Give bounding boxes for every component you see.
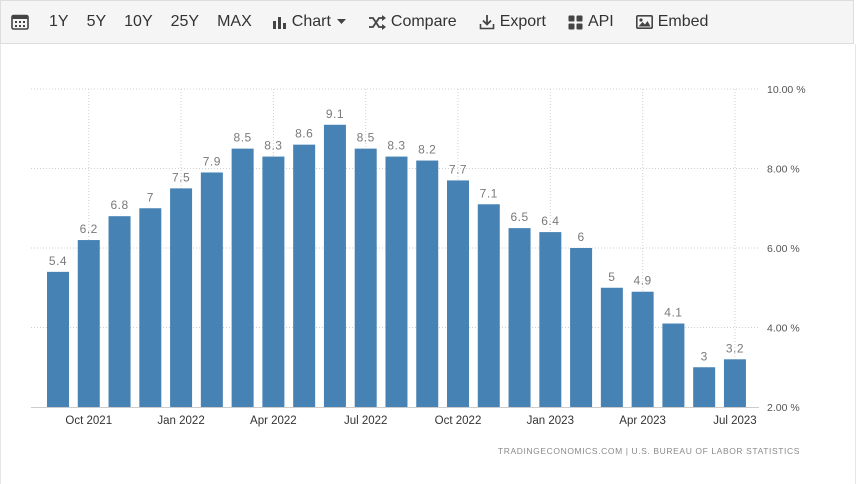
image-icon: [636, 15, 653, 29]
bar: [139, 208, 161, 407]
data-label: 6: [577, 230, 584, 244]
embed-button[interactable]: Embed: [636, 0, 709, 44]
api-button[interactable]: API: [568, 0, 614, 44]
data-label: 9.1: [326, 107, 344, 121]
y-tick-label: 2.00 %: [767, 402, 800, 414]
y-tick-label: 10.00 %: [767, 84, 806, 96]
range-10y-button[interactable]: 10Y: [124, 0, 152, 44]
bar-chart: 5.4 6.2 6.8 7 7.5 7.9 8.5 8.3 8.6 9.1 8.5 8.3 8.2 7.7…: [1, 44, 856, 484]
bar: [447, 180, 469, 407]
data-label: 3.2: [726, 341, 744, 355]
data-label: 6.4: [541, 214, 559, 228]
bar: [262, 157, 284, 407]
y-tick-label: 6.00 %: [767, 243, 800, 255]
data-label: 5: [608, 270, 615, 284]
bar: [693, 367, 715, 407]
data-label: 8.6: [295, 127, 313, 141]
bar: [324, 125, 346, 407]
bar: [47, 272, 69, 407]
bar: [509, 228, 531, 407]
bar: [539, 232, 561, 407]
bar: [662, 324, 684, 407]
data-label: 5.4: [49, 254, 67, 268]
data-label: 4.9: [634, 274, 652, 288]
api-label: API: [588, 13, 614, 31]
data-label: 8.5: [234, 131, 252, 145]
x-tick-label: Jul 2023: [713, 415, 756, 427]
bar: [385, 157, 407, 407]
data-label: 8.3: [387, 139, 405, 153]
x-tick-label: Jan 2023: [527, 415, 574, 427]
compare-button[interactable]: Compare: [368, 0, 457, 44]
x-tick-label: Oct 2022: [435, 415, 482, 427]
bar: [355, 149, 377, 407]
data-label: 7.5: [172, 170, 190, 184]
data-label: 4.1: [664, 306, 682, 320]
bar: [601, 288, 623, 407]
data-label: 6.2: [80, 222, 98, 236]
calendar-icon[interactable]: [11, 0, 31, 44]
bar: [724, 359, 746, 407]
x-tick-label: Apr 2022: [250, 415, 297, 427]
embed-label: Embed: [658, 13, 709, 31]
chart-type-label: Chart: [292, 13, 331, 31]
chart-type-button[interactable]: Chart: [272, 0, 346, 44]
data-label: 6.5: [510, 210, 528, 224]
shuffle-icon: [368, 15, 386, 30]
bar-chart-icon: [272, 15, 287, 30]
caret-down-icon: [337, 19, 346, 25]
y-axis-ticks: 2.00 % 4.00 % 6.00 % 8.00 % 10.00 %: [767, 84, 806, 414]
download-icon: [479, 14, 495, 30]
range-25y-button[interactable]: 25Y: [171, 0, 199, 44]
data-label: 7.7: [449, 162, 467, 176]
bar: [632, 292, 654, 407]
data-label: 7: [147, 190, 154, 204]
y-tick-label: 8.00 %: [767, 164, 800, 176]
data-label: 7.1: [480, 186, 498, 200]
data-label: 8.3: [264, 139, 282, 153]
compare-label: Compare: [391, 13, 457, 31]
bar: [478, 204, 500, 407]
chart-area: 5.4 6.2 6.8 7 7.5 7.9 8.5 8.3 8.6 9.1 8.5 8.3 8.2 7.7…: [0, 44, 856, 484]
bar: [293, 145, 315, 407]
bar: [201, 172, 223, 407]
bars: [47, 125, 746, 407]
grid-icon: [568, 15, 583, 30]
export-button[interactable]: Export: [479, 0, 546, 44]
chart-toolbar: 1Y 5Y 10Y 25Y MAX Chart Compare Export: [0, 0, 854, 44]
data-label: 3: [701, 349, 708, 363]
bar: [109, 216, 131, 407]
x-tick-label: Oct 2021: [65, 415, 112, 427]
range-1y-button[interactable]: 1Y: [49, 0, 69, 44]
bar: [232, 149, 254, 407]
bar: [570, 248, 592, 407]
bar: [416, 161, 438, 407]
x-tick-label: Jan 2022: [157, 415, 204, 427]
export-label: Export: [500, 13, 546, 31]
y-tick-label: 4.00 %: [767, 323, 800, 335]
range-max-button[interactable]: MAX: [217, 0, 252, 44]
data-label: 8.2: [418, 143, 436, 157]
x-tick-label: Apr 2023: [619, 415, 666, 427]
source-credit: TRADINGECONOMICS.COM | U.S. BUREAU OF LA…: [1, 446, 800, 456]
x-tick-label: Jul 2022: [344, 415, 387, 427]
range-5y-button[interactable]: 5Y: [87, 0, 107, 44]
x-axis-ticks: Oct 2021 Jan 2022 Apr 2022 Jul 2022 Oct 2022…: [65, 415, 756, 427]
data-label: 6.8: [110, 198, 128, 212]
bar: [170, 188, 192, 407]
data-label: 8.5: [357, 131, 375, 145]
bar: [78, 240, 100, 407]
data-label: 7.9: [203, 154, 221, 168]
